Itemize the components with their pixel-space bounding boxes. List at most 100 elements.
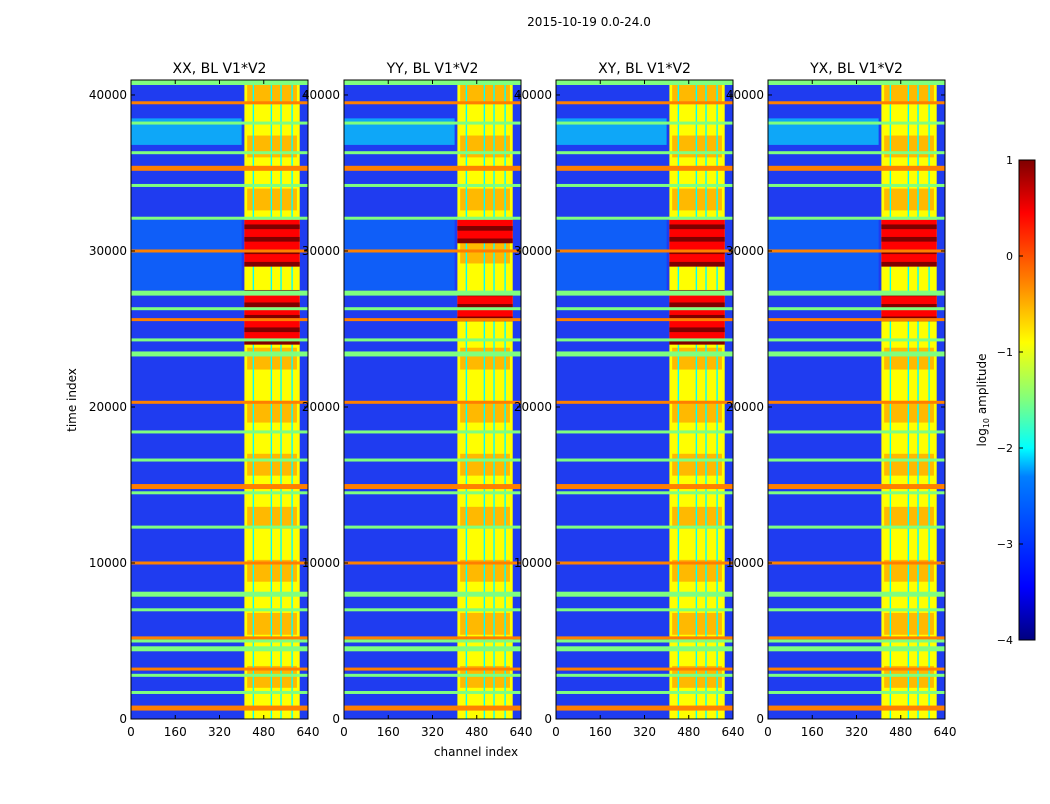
- hot-stripe: [244, 339, 300, 345]
- flagged-time-row: [556, 165, 733, 171]
- flagged-time-row: [768, 307, 945, 311]
- colorbar-ticks: 1 0 −1 −2 −3 −4: [997, 154, 1023, 647]
- x-tick-label: 640: [934, 725, 957, 739]
- panel-title: YX, BL V1*V2: [809, 61, 903, 77]
- flagged-time-row: [131, 290, 308, 296]
- flagged-time-row: [768, 484, 945, 490]
- y-tick-label: 40000: [302, 88, 340, 102]
- flagged-time-row: [344, 690, 521, 694]
- x-tick-label: 0: [127, 725, 135, 739]
- flagged-time-row: [344, 667, 521, 671]
- flagged-time-row: [768, 491, 945, 495]
- hot-stripe: [669, 224, 725, 230]
- hot-stripe: [244, 261, 300, 267]
- panel-title: XY, BL V1*V2: [598, 61, 691, 77]
- flagged-time-row: [131, 673, 308, 677]
- y-tick-label: 10000: [302, 556, 340, 570]
- flagged-time-row: [768, 525, 945, 529]
- hot-stripe: [457, 304, 513, 309]
- hot-stripe: [457, 238, 513, 244]
- channel-gap: [465, 80, 468, 719]
- flagged-time-row: [556, 338, 733, 342]
- x-tick-label: 320: [845, 725, 868, 739]
- flagged-time-row: [768, 121, 945, 125]
- x-tick-label: 640: [722, 725, 745, 739]
- channel-gap: [504, 80, 506, 719]
- flagged-time-row: [344, 338, 521, 342]
- colorbar-label: log10 amplitude: [975, 354, 991, 447]
- x-tick-label: 480: [889, 725, 912, 739]
- flagged-time-row: [556, 673, 733, 677]
- y-tick-label: 40000: [726, 88, 764, 102]
- y-tick-label: 20000: [726, 400, 764, 414]
- faint-emission-region: [131, 219, 242, 290]
- flagged-time-row: [556, 151, 733, 155]
- flagged-time-row: [556, 101, 733, 105]
- flagged-time-row: [344, 216, 521, 220]
- y-tick-label: 20000: [302, 400, 340, 414]
- flagged-time-row: [768, 561, 945, 565]
- flagged-time-row: [131, 338, 308, 342]
- flagged-time-row: [768, 400, 945, 404]
- hot-stripe: [244, 224, 300, 230]
- y-tick-label: 30000: [726, 244, 764, 258]
- hot-stripe: [881, 224, 937, 230]
- flagged-time-row: [768, 673, 945, 677]
- flagged-time-row: [131, 121, 308, 125]
- flagged-time-row: [556, 249, 733, 253]
- hot-stripe: [244, 314, 300, 320]
- flagged-time-row: [344, 290, 521, 296]
- flagged-time-row: [556, 183, 733, 187]
- flagged-time-row: [344, 101, 521, 105]
- flagged-time-row: [131, 183, 308, 187]
- flagged-time-row: [768, 216, 945, 220]
- x-tick-label: 480: [252, 725, 275, 739]
- flagged-time-row: [768, 351, 945, 357]
- flagged-time-row: [131, 216, 308, 220]
- flagged-time-row: [768, 458, 945, 462]
- flagged-time-row: [768, 430, 945, 434]
- channel-gap: [493, 80, 495, 719]
- flagged-time-row: [556, 121, 733, 125]
- flagged-time-row: [131, 491, 308, 495]
- flagged-time-row: [556, 400, 733, 404]
- figure-suptitle: 2015-10-19 0.0-24.0: [527, 15, 651, 29]
- flagged-time-row: [344, 183, 521, 187]
- flagged-time-row: [768, 249, 945, 253]
- panel-1: YY, BL V1*V2 0 160 320 480 640 0 10000 20000 3000…: [302, 61, 533, 739]
- flagged-time-row: [344, 639, 521, 643]
- channel-gap: [280, 80, 282, 719]
- flagged-time-row: [768, 151, 945, 155]
- flagged-time-row: [344, 646, 521, 652]
- hot-stripe: [881, 261, 937, 267]
- panel-title: XX, BL V1*V2: [173, 61, 267, 77]
- channel-gap: [677, 80, 680, 719]
- flagged-time-row: [131, 165, 308, 171]
- hot-stripe: [669, 327, 725, 333]
- channel-gap: [695, 80, 698, 719]
- x-tick-label: 160: [164, 725, 187, 739]
- flagged-time-row: [556, 484, 733, 490]
- flagged-time-row: [344, 351, 521, 357]
- x-axis-label: channel index: [434, 745, 518, 759]
- channel-gap: [907, 80, 910, 719]
- colorbar: 1 0 −1 −2 −3 −4 log10 amplitude: [975, 154, 1036, 647]
- flagged-time-row: [556, 307, 733, 311]
- flagged-time-row: [556, 705, 733, 711]
- colorbar-tick-label: −1: [997, 346, 1013, 359]
- x-tick-label: 160: [377, 725, 400, 739]
- flagged-time-row: [768, 690, 945, 694]
- flagged-time-row: [344, 318, 521, 322]
- hot-stripe: [457, 226, 513, 231]
- panel-2: XY, BL V1*V2 0 160 320 480 640 0 10000 20000 3000…: [514, 61, 745, 739]
- x-tick-label: 0: [340, 725, 348, 739]
- colorbar-tick-label: 1: [1006, 154, 1013, 167]
- flagged-time-row: [131, 458, 308, 462]
- flagged-time-row: [768, 705, 945, 711]
- channel-gap: [252, 80, 255, 719]
- flagged-time-row: [131, 351, 308, 357]
- y-tick-label: 30000: [302, 244, 340, 258]
- flagged-time-row: [768, 646, 945, 652]
- flagged-time-row: [556, 318, 733, 322]
